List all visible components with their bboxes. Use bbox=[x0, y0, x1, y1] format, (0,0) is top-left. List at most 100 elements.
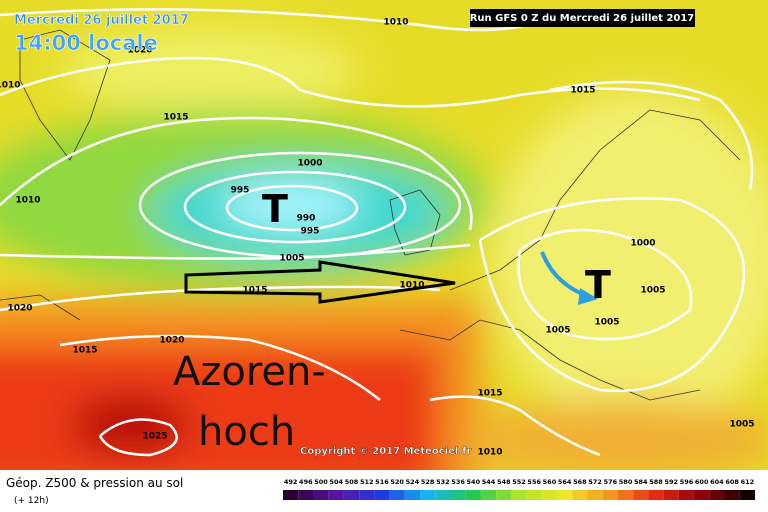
scale-label: 500 bbox=[314, 478, 328, 486]
scale-swatch bbox=[435, 490, 451, 500]
run-label: Run GFS 0 Z du Mercredi 26 juillet 2017 bbox=[470, 13, 695, 24]
scale-label: 604 bbox=[710, 478, 724, 486]
scale-label: 560 bbox=[543, 478, 557, 486]
scale-label: 548 bbox=[497, 478, 511, 486]
scale-swatch bbox=[496, 490, 512, 500]
time-label: 14:00 locale bbox=[14, 31, 158, 55]
scale-label: 520 bbox=[390, 478, 404, 486]
isobar-label: 1005 bbox=[594, 318, 619, 328]
scale-swatch bbox=[633, 490, 649, 500]
scale-swatch bbox=[572, 490, 588, 500]
isobar-label: 1020 bbox=[159, 336, 184, 346]
scale-swatch bbox=[298, 490, 314, 500]
isobar-label: 1005 bbox=[545, 326, 570, 336]
isobar-label: 1005 bbox=[729, 420, 754, 430]
scale-label: 584 bbox=[634, 478, 648, 486]
isobar-label: 995 bbox=[231, 186, 250, 196]
scale-swatch bbox=[511, 490, 527, 500]
date-label: Mercredi 26 juillet 2017 bbox=[14, 13, 189, 28]
scale-label: 524 bbox=[406, 478, 420, 486]
scale-label: 612 bbox=[741, 478, 755, 486]
scale-swatch bbox=[450, 490, 466, 500]
isobar-label: 1000 bbox=[297, 159, 322, 169]
arrows bbox=[184, 251, 598, 305]
isobar-label: 1020 bbox=[127, 46, 152, 56]
isobar-label: 1010 bbox=[383, 18, 408, 28]
scale-swatch bbox=[541, 490, 558, 500]
scale-swatch bbox=[313, 490, 329, 500]
scale-label: 532 bbox=[436, 478, 450, 486]
scale-swatch bbox=[480, 490, 497, 500]
scale-label: 588 bbox=[649, 478, 663, 486]
isobar-label: 1015 bbox=[163, 113, 188, 123]
scale-label: 608 bbox=[725, 478, 739, 486]
scale-label: 536 bbox=[451, 478, 465, 486]
low-marker: T bbox=[585, 263, 611, 307]
isobar-label: 1015 bbox=[477, 389, 502, 399]
scale-swatch bbox=[724, 490, 740, 500]
scale-swatch bbox=[587, 490, 603, 500]
isobar-label: 1010 bbox=[15, 196, 40, 206]
scale-swatch bbox=[557, 490, 573, 500]
run-box bbox=[470, 9, 695, 27]
scale-label: 556 bbox=[527, 478, 541, 486]
scale-swatch bbox=[739, 490, 755, 500]
scale-label: 492 bbox=[284, 478, 298, 486]
field bbox=[0, 0, 768, 500]
scale-swatch bbox=[359, 490, 375, 500]
scale-label: 496 bbox=[299, 478, 313, 486]
scale-swatch bbox=[663, 490, 679, 500]
annotation: Azoren- bbox=[173, 349, 326, 395]
scale-swatch bbox=[602, 490, 618, 500]
scale-label: 544 bbox=[482, 478, 496, 486]
isobar-label: 1015 bbox=[72, 346, 97, 356]
isobar-label: 1020 bbox=[7, 304, 32, 314]
scale-swatch bbox=[648, 490, 664, 500]
scale-label: 508 bbox=[345, 478, 359, 486]
scale-swatch bbox=[283, 490, 299, 500]
scale-label: 572 bbox=[588, 478, 602, 486]
scale-label: 552 bbox=[512, 478, 526, 486]
isobar-label: 1010 bbox=[0, 81, 21, 91]
scale-label: 528 bbox=[421, 478, 435, 486]
isobar-label: 1025 bbox=[142, 432, 167, 442]
scale-label: 592 bbox=[664, 478, 678, 486]
scale-label: 596 bbox=[680, 478, 694, 486]
scale-swatch bbox=[420, 490, 436, 500]
isobar-label: 1015 bbox=[242, 286, 267, 296]
scale-label: 504 bbox=[330, 478, 344, 486]
scale-label: 564 bbox=[558, 478, 572, 486]
scale-label: 600 bbox=[695, 478, 709, 486]
scale-label: 540 bbox=[467, 478, 481, 486]
scale-swatch bbox=[678, 490, 695, 500]
scale-swatch bbox=[404, 490, 421, 500]
isobar-label: 995 bbox=[301, 227, 320, 237]
scale-label: 568 bbox=[573, 478, 587, 486]
scale-label: 512 bbox=[360, 478, 374, 486]
legend-title: Géop. Z500 & pression au sol bbox=[6, 476, 183, 490]
scale-swatch bbox=[389, 490, 405, 500]
annotation: hoch bbox=[198, 409, 295, 455]
scale-swatch bbox=[709, 490, 725, 500]
scale-swatch bbox=[328, 490, 344, 500]
isobar-label: 1010 bbox=[477, 448, 502, 458]
scale-swatch bbox=[465, 490, 481, 500]
scale-swatch bbox=[343, 490, 360, 500]
isobar-label: 1015 bbox=[570, 86, 595, 96]
isobar-label: 990 bbox=[297, 214, 316, 224]
scale-swatch bbox=[617, 490, 634, 500]
scale-swatch bbox=[374, 490, 390, 500]
scale-label: 580 bbox=[619, 478, 633, 486]
copyright: Copyright © 2017 Meteociel.fr bbox=[300, 446, 471, 457]
isobar-label: 1010 bbox=[399, 281, 424, 291]
legend-lead: (+ 12h) bbox=[14, 496, 49, 506]
scale-swatch bbox=[526, 490, 542, 500]
isobar-label: 1005 bbox=[279, 254, 304, 264]
scale-label: 516 bbox=[375, 478, 389, 486]
scale-swatch bbox=[694, 490, 710, 500]
low-marker: T bbox=[262, 187, 288, 231]
scale-label: 576 bbox=[604, 478, 618, 486]
isobar-label: 1005 bbox=[640, 286, 665, 296]
isobar-label: 1000 bbox=[630, 239, 655, 249]
